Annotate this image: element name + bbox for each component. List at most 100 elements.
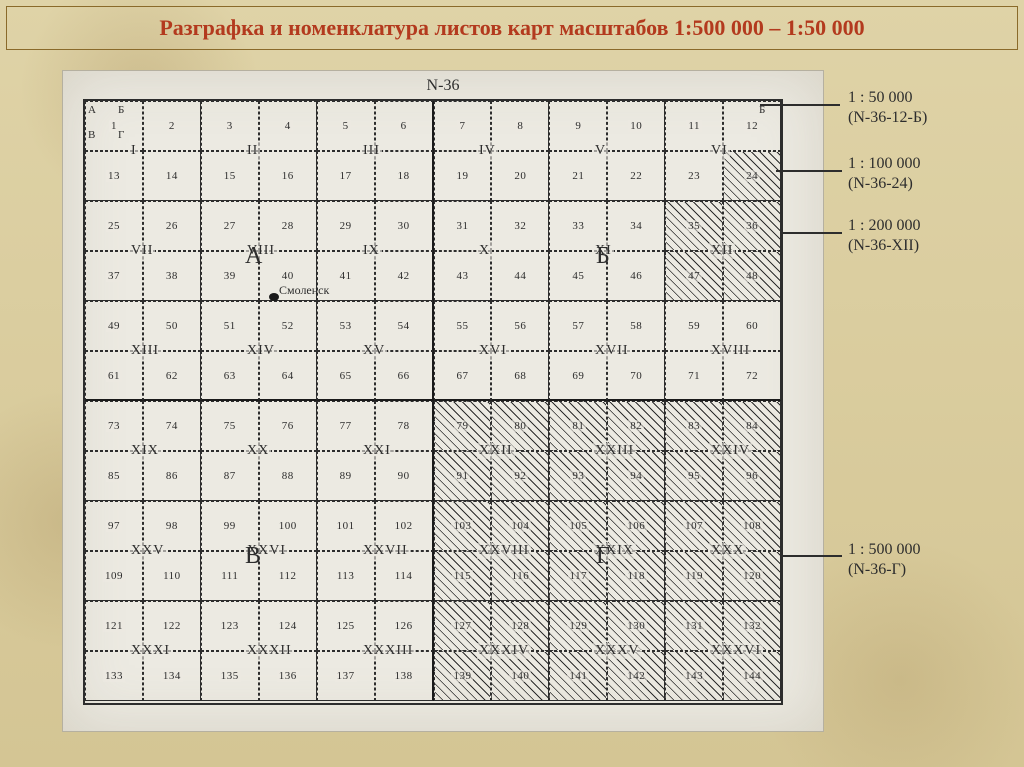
cell-number: 103 bbox=[451, 520, 473, 532]
grid-cell: 52 bbox=[259, 301, 317, 351]
cell-number: 118 bbox=[625, 570, 647, 582]
cell-number: 67 bbox=[454, 370, 470, 382]
scale-500k: 1 : 500 000 bbox=[848, 541, 920, 558]
cell-number: 79 bbox=[454, 420, 470, 432]
grid-cell: 58 bbox=[607, 301, 665, 351]
grid-cell: 10 bbox=[607, 101, 665, 151]
grid-cell: 125 bbox=[317, 601, 375, 651]
grid-cell: 50 bbox=[143, 301, 201, 351]
grid-cell: 99 bbox=[201, 501, 259, 551]
cell-number: 22 bbox=[628, 170, 644, 182]
grid-cell: 85 bbox=[85, 451, 143, 501]
cell-number: 141 bbox=[567, 670, 589, 682]
cell-number: 104 bbox=[509, 520, 531, 532]
cell-number: 65 bbox=[338, 370, 354, 382]
grid-cell: 27 bbox=[201, 201, 259, 251]
grid-cell: 18 bbox=[375, 151, 434, 201]
cell-number: 34 bbox=[628, 220, 644, 232]
cell-number: 108 bbox=[741, 520, 763, 532]
cell-number: 32 bbox=[512, 220, 528, 232]
cell-number: 86 bbox=[164, 470, 180, 482]
cell-number: 81 bbox=[570, 420, 586, 432]
cell-number: 58 bbox=[628, 320, 644, 332]
grid-cell: 3 bbox=[201, 101, 259, 151]
grid-cell: 4 bbox=[259, 101, 317, 151]
grid-cell: 73 bbox=[85, 401, 143, 451]
cell-number: 38 bbox=[164, 270, 180, 282]
nomenclature-grid: 1234567891011121314151617181920212223242… bbox=[83, 99, 783, 705]
grid-cell: 59 bbox=[665, 301, 723, 351]
cell-number: 75 bbox=[222, 420, 238, 432]
cell-number: 111 bbox=[219, 570, 240, 582]
grid-cell: 39 bbox=[201, 251, 259, 301]
sheet-code: N-36 bbox=[427, 77, 460, 95]
grid-cell: 6 bbox=[375, 101, 434, 151]
diagram-sheet: N-36 12345678910111213141516171819202122… bbox=[62, 70, 824, 732]
grid-cell: 36 bbox=[723, 201, 781, 251]
cell-number: 93 bbox=[570, 470, 586, 482]
grid-cell: 142 bbox=[607, 651, 665, 701]
cell-number: 56 bbox=[512, 320, 528, 332]
grid-cell: 111 bbox=[201, 551, 259, 601]
grid-cell: 119 bbox=[665, 551, 723, 601]
cell-number: 117 bbox=[568, 570, 590, 582]
grid-cell: 28 bbox=[259, 201, 317, 251]
grid-cell: 66 bbox=[375, 351, 434, 401]
cell-number: 130 bbox=[625, 620, 647, 632]
cell-number: 47 bbox=[686, 270, 702, 282]
grid-cell: 88 bbox=[259, 451, 317, 501]
cell-number: 19 bbox=[454, 170, 470, 182]
grid-cell: 91 bbox=[434, 451, 492, 501]
grid-cell: 30 bbox=[375, 201, 434, 251]
cell-number: 48 bbox=[744, 270, 760, 282]
grid-cell: 2 bbox=[143, 101, 201, 151]
grid-cell: 89 bbox=[317, 451, 375, 501]
grid-cell: 126 bbox=[375, 601, 434, 651]
grid-cell: 84 bbox=[723, 401, 781, 451]
cell-number: 76 bbox=[280, 420, 296, 432]
grid-cell: 68 bbox=[491, 351, 549, 401]
cell-number: 31 bbox=[454, 220, 470, 232]
cell-number: 26 bbox=[164, 220, 180, 232]
grid-cell: 121 bbox=[85, 601, 143, 651]
lead-500k bbox=[780, 555, 842, 557]
cell-number: 9 bbox=[573, 120, 583, 132]
grid-cell: 123 bbox=[201, 601, 259, 651]
cell-number: 120 bbox=[741, 570, 763, 582]
cell-number: 71 bbox=[686, 370, 702, 382]
grid-cell: 15 bbox=[201, 151, 259, 201]
cell-number: 115 bbox=[452, 570, 474, 582]
cell-number: 57 bbox=[570, 320, 586, 332]
cell-number: 138 bbox=[393, 670, 415, 682]
cell-number: 134 bbox=[161, 670, 183, 682]
grid-cell: 144 bbox=[723, 651, 781, 701]
grid-cell: 12 bbox=[723, 101, 781, 151]
cell-number: 23 bbox=[686, 170, 702, 182]
scale-200k: 1 : 200 000 bbox=[848, 217, 920, 234]
cell-number: 6 bbox=[399, 120, 409, 132]
code-200k: (N-36-XII) bbox=[848, 237, 919, 254]
grid-cell: 105 bbox=[549, 501, 607, 551]
grid-cell: 26 bbox=[143, 201, 201, 251]
city-dot bbox=[269, 293, 279, 301]
cell-number: 80 bbox=[512, 420, 528, 432]
cell-number: 90 bbox=[396, 470, 412, 482]
grid-cell: 70 bbox=[607, 351, 665, 401]
cell-number: 107 bbox=[683, 520, 705, 532]
cell-number: 39 bbox=[222, 270, 238, 282]
grid-cell: 32 bbox=[491, 201, 549, 251]
grid-cell: 101 bbox=[317, 501, 375, 551]
grid-cell: 44 bbox=[491, 251, 549, 301]
corner-a: А bbox=[88, 104, 96, 116]
cell-number: 101 bbox=[335, 520, 357, 532]
cell-number: 122 bbox=[161, 620, 183, 632]
grid-cell: 81 bbox=[549, 401, 607, 451]
cell-number: 70 bbox=[628, 370, 644, 382]
cell-number: 68 bbox=[512, 370, 528, 382]
scale-100k: 1 : 100 000 bbox=[848, 155, 920, 172]
grid-cell: 71 bbox=[665, 351, 723, 401]
cell-number: 30 bbox=[396, 220, 412, 232]
grid-cell: 128 bbox=[491, 601, 549, 651]
code-500k: (N-36-Г) bbox=[848, 561, 906, 578]
cell-number: 35 bbox=[686, 220, 702, 232]
